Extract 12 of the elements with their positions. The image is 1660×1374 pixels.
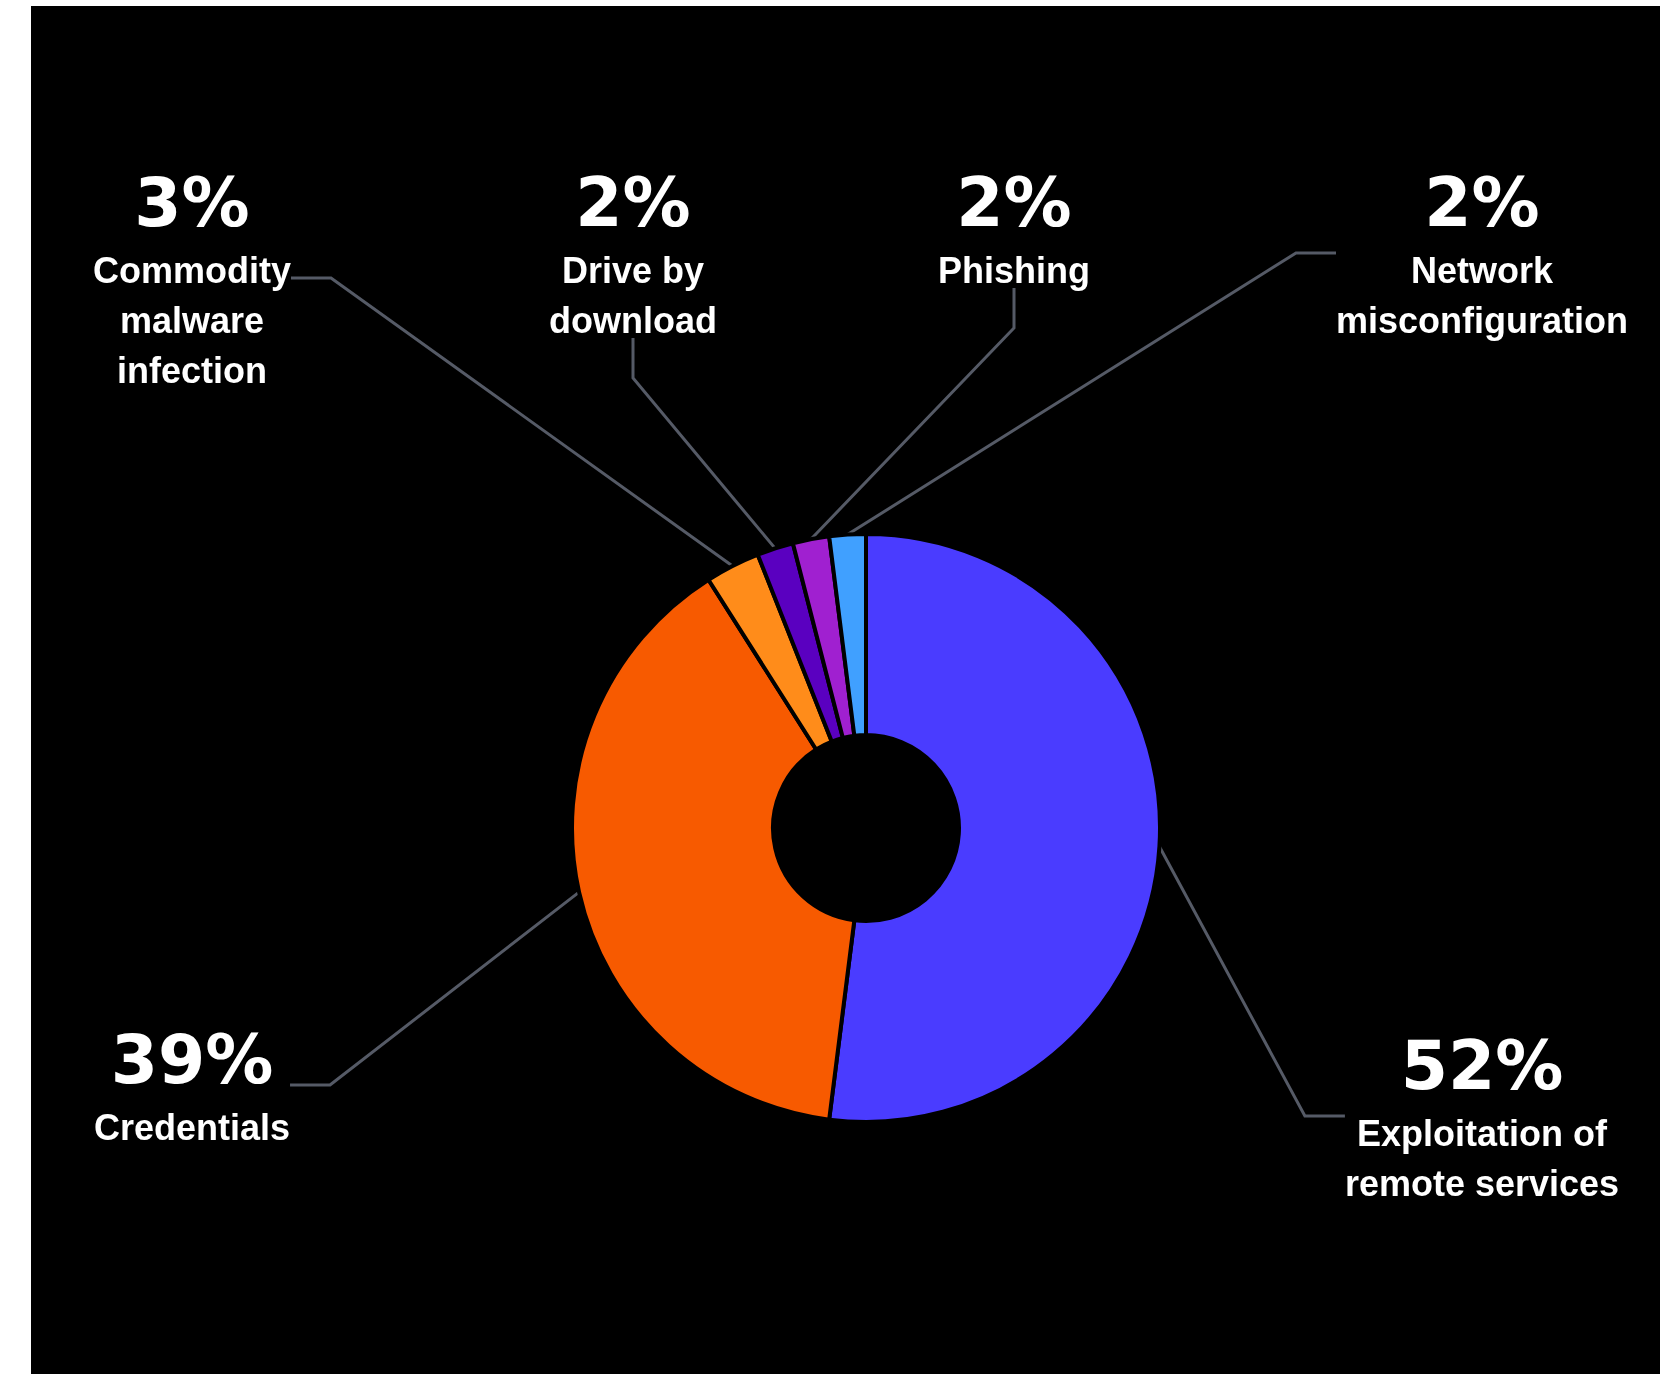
data-label: 2% bbox=[956, 162, 1072, 242]
data-label: 2% bbox=[1424, 162, 1540, 242]
data-label: 52% bbox=[1400, 1025, 1564, 1105]
slice-label: Drive by download bbox=[549, 249, 717, 341]
slice-label: Commodity malware infection bbox=[93, 249, 291, 391]
slice-label: Network misconfiguration bbox=[1335, 249, 1629, 341]
slice-label: Exploitation of remote services bbox=[1344, 1112, 1620, 1204]
data-label: 3% bbox=[134, 162, 250, 242]
data-label: 39% bbox=[110, 1019, 274, 1099]
slice-label: Credentials bbox=[93, 1106, 291, 1148]
data-label: 2% bbox=[575, 162, 691, 242]
slice-label: Phishing bbox=[938, 249, 1090, 291]
